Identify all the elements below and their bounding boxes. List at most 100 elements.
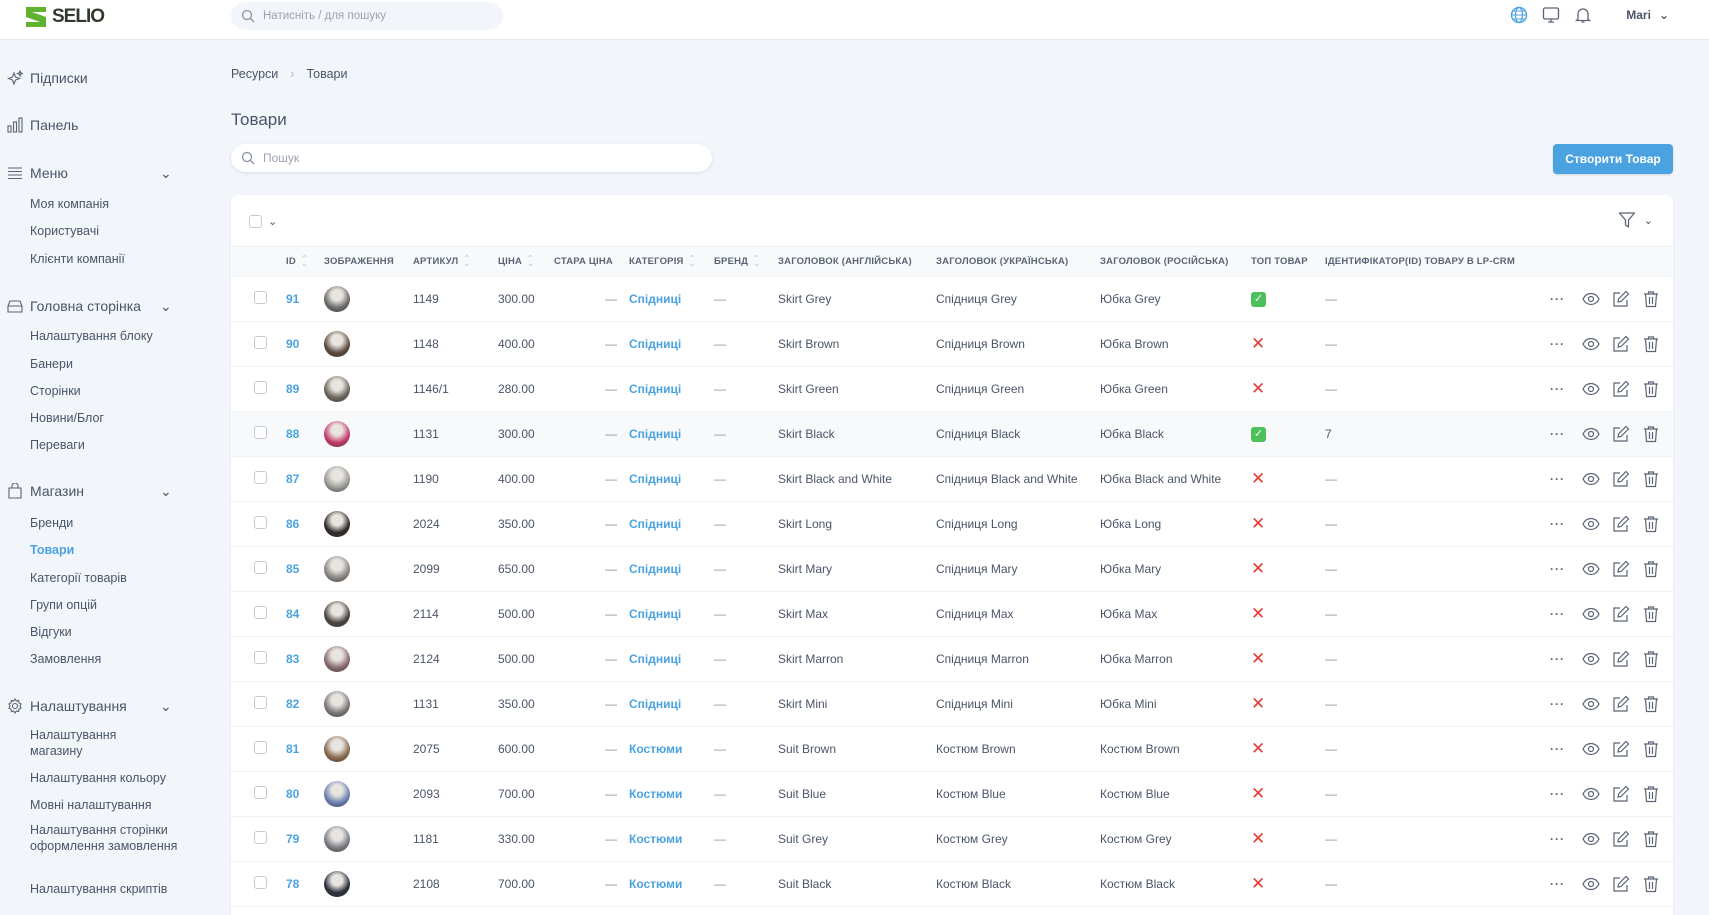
more-icon[interactable]: ···: [1550, 652, 1565, 666]
table-row[interactable]: 81 2075 600.00 — Костюми — Suit Brown Костюм Br…: [231, 727, 1673, 772]
logo[interactable]: SELIO: [26, 6, 105, 28]
table-row[interactable]: 79 1181 330.00 — Костюми — Suit Grey Костюм Gre…: [231, 817, 1673, 862]
trash-icon[interactable]: [1642, 785, 1660, 803]
table-row[interactable]: 84 2114 500.00 — Спідниці — Skirt Max Спідниця …: [231, 592, 1673, 637]
row-checkbox[interactable]: [254, 561, 267, 574]
filter-button[interactable]: ⌄: [1618, 211, 1653, 229]
trash-icon[interactable]: [1642, 380, 1660, 398]
sidebar-item[interactable]: Переваги: [30, 438, 85, 452]
product-id-link[interactable]: 78: [286, 877, 300, 891]
trash-icon[interactable]: [1642, 830, 1660, 848]
sidebar-item[interactable]: Налаштування скриптів: [30, 882, 168, 896]
sidebar-item[interactable]: Категорії товарів: [30, 571, 127, 585]
sidebar-group-5[interactable]: Налаштування ⌄: [0, 698, 180, 714]
row-checkbox[interactable]: [254, 606, 267, 619]
product-id-link[interactable]: 90: [286, 337, 300, 351]
chevron-down-icon[interactable]: ⌄: [160, 697, 172, 714]
sort-icon[interactable]: ⌃ ⌄: [527, 253, 535, 268]
sidebar-item[interactable]: Моя компанія: [30, 197, 110, 211]
more-icon[interactable]: ···: [1550, 607, 1565, 621]
more-icon[interactable]: ···: [1550, 562, 1565, 576]
global-search-input[interactable]: Натисніть / для пошуку: [231, 2, 503, 30]
category-link[interactable]: Спідниці: [629, 652, 682, 666]
category-link[interactable]: Спідниці: [629, 472, 682, 486]
category-link[interactable]: Костюми: [629, 832, 683, 846]
eye-icon[interactable]: [1582, 290, 1600, 308]
more-icon[interactable]: ···: [1550, 877, 1565, 891]
edit-icon[interactable]: [1612, 785, 1630, 803]
edit-icon[interactable]: [1612, 695, 1630, 713]
edit-icon[interactable]: [1612, 515, 1630, 533]
more-icon[interactable]: ···: [1550, 292, 1565, 306]
select-all-checkbox[interactable]: [249, 215, 262, 228]
edit-icon[interactable]: [1612, 290, 1630, 308]
product-id-link[interactable]: 86: [286, 517, 300, 531]
row-checkbox[interactable]: [254, 336, 267, 349]
sidebar-item[interactable]: Товари: [30, 543, 75, 557]
sort-icon[interactable]: ⌃ ⌄: [753, 253, 761, 268]
table-row[interactable]: 90 1148 400.00 — Спідниці — Skirt Brown Спідниц…: [231, 322, 1673, 367]
sidebar-item[interactable]: Групи опцій: [30, 598, 97, 612]
chevron-down-icon[interactable]: ⌄: [160, 164, 172, 181]
trash-icon[interactable]: [1642, 740, 1660, 758]
chevron-down-icon[interactable]: ⌄: [160, 297, 172, 314]
eye-icon[interactable]: [1582, 425, 1600, 443]
row-checkbox[interactable]: [254, 831, 267, 844]
eye-icon[interactable]: [1582, 695, 1600, 713]
column-header[interactable]: АРТИКУЛ ⌃ ⌄: [413, 253, 471, 268]
category-link[interactable]: Спідниці: [629, 607, 682, 621]
edit-icon[interactable]: [1612, 650, 1630, 668]
eye-icon[interactable]: [1582, 830, 1600, 848]
row-checkbox[interactable]: [254, 516, 267, 529]
product-id-link[interactable]: 80: [286, 787, 300, 801]
row-checkbox[interactable]: [254, 651, 267, 664]
eye-icon[interactable]: [1582, 515, 1600, 533]
table-row[interactable]: 80 2093 700.00 — Костюми — Suit Blue Костюм Blu…: [231, 772, 1673, 817]
more-icon[interactable]: ···: [1550, 427, 1565, 441]
eye-icon[interactable]: [1582, 650, 1600, 668]
table-row[interactable]: 87 1190 400.00 — Спідниці — Skirt Black and Wh…: [231, 457, 1673, 502]
sidebar-item[interactable]: Замовлення: [30, 652, 102, 666]
more-icon[interactable]: ···: [1550, 382, 1565, 396]
edit-icon[interactable]: [1612, 605, 1630, 623]
row-checkbox[interactable]: [254, 426, 267, 439]
product-id-link[interactable]: 84: [286, 607, 300, 621]
edit-icon[interactable]: [1612, 875, 1630, 893]
product-id-link[interactable]: 88: [286, 427, 300, 441]
product-id-link[interactable]: 81: [286, 742, 300, 756]
column-header[interactable]: БРЕНД ⌃ ⌄: [714, 253, 761, 268]
table-row[interactable]: 82 1131 350.00 — Спідниці — Skirt Mini Спідниця…: [231, 682, 1673, 727]
sidebar-item[interactable]: Налаштування сторінки оформлення замовле…: [30, 823, 178, 853]
product-id-link[interactable]: 89: [286, 382, 300, 396]
user-menu[interactable]: Mari ⌄: [1626, 8, 1669, 22]
sidebar-item[interactable]: Бренди: [30, 516, 74, 530]
sidebar-item[interactable]: Сторінки: [30, 384, 81, 398]
globe-icon[interactable]: [1510, 6, 1528, 24]
eye-icon[interactable]: [1582, 380, 1600, 398]
category-link[interactable]: Спідниці: [629, 292, 682, 306]
sidebar-item[interactable]: Мовні налаштування: [30, 798, 152, 812]
product-id-link[interactable]: 79: [286, 832, 300, 846]
row-checkbox[interactable]: [254, 471, 267, 484]
column-header[interactable]: ЦІНА ⌃ ⌄: [498, 253, 535, 268]
category-link[interactable]: Спідниці: [629, 382, 682, 396]
sidebar-item[interactable]: Банери: [30, 357, 73, 371]
product-id-link[interactable]: 91: [286, 292, 300, 306]
chevron-down-icon[interactable]: ⌄: [160, 482, 172, 499]
edit-icon[interactable]: [1612, 380, 1630, 398]
table-row[interactable]: 78 2108 700.00 — Костюми — Suit Black Костюм Bl…: [231, 862, 1673, 907]
more-icon[interactable]: ···: [1550, 337, 1565, 351]
trash-icon[interactable]: [1642, 605, 1660, 623]
edit-icon[interactable]: [1612, 560, 1630, 578]
sort-icon[interactable]: ⌃ ⌄: [463, 253, 471, 268]
table-row[interactable]: 89 1146/1 280.00 — Спідниці — Skirt Green Спідн…: [231, 367, 1673, 412]
trash-icon[interactable]: [1642, 290, 1660, 308]
more-icon[interactable]: ···: [1550, 787, 1565, 801]
row-checkbox[interactable]: [254, 291, 267, 304]
category-link[interactable]: Спідниці: [629, 697, 682, 711]
more-icon[interactable]: ···: [1550, 472, 1565, 486]
create-product-button[interactable]: Створити Товар: [1553, 144, 1673, 174]
table-row[interactable]: 85 2099 650.00 — Спідниці — Skirt Mary Спідниця…: [231, 547, 1673, 592]
select-all-dropdown[interactable]: ⌄: [249, 215, 277, 228]
sidebar-group-2[interactable]: Меню ⌄: [0, 165, 180, 181]
